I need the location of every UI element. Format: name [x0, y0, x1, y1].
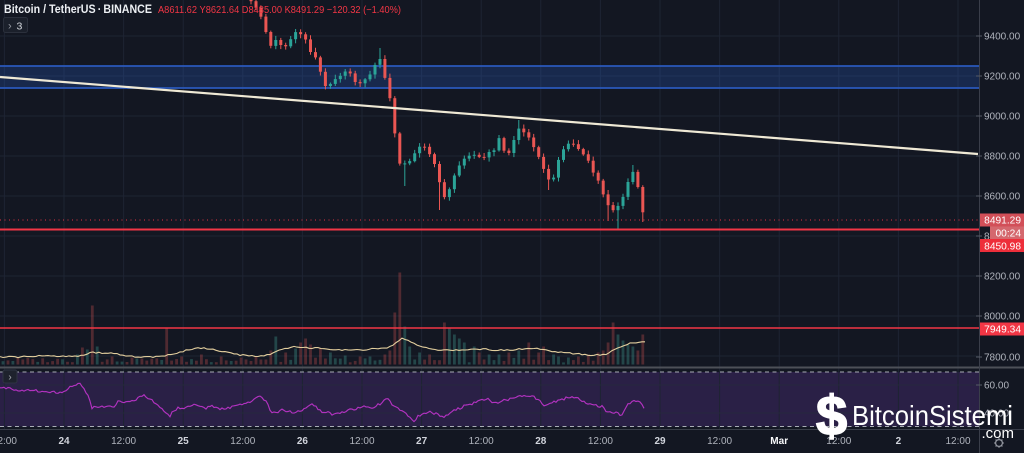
svg-text:Bitcoin / TetherUS · BINANCE: Bitcoin / TetherUS · BINANCE [4, 4, 152, 16]
svg-text:8450.98: 8450.98 [984, 241, 1021, 252]
svg-text:9000.00: 9000.00 [984, 112, 1021, 123]
svg-text:Mar: Mar [770, 436, 788, 447]
svg-text:29: 29 [654, 436, 666, 447]
svg-text:12:00: 12:00 [349, 436, 374, 447]
svg-text:8600.00: 8600.00 [984, 192, 1021, 203]
svg-text:7949.34: 7949.34 [984, 325, 1021, 336]
svg-text:25: 25 [178, 436, 190, 447]
svg-text:8491.29: 8491.29 [984, 216, 1021, 227]
svg-text:26: 26 [297, 436, 309, 447]
svg-text:.com: .com [981, 425, 1014, 442]
svg-text:12:00: 12:00 [945, 436, 970, 447]
svg-text:7800.00: 7800.00 [984, 353, 1021, 364]
svg-text:BitcoinSistemi: BitcoinSistemi [852, 400, 1013, 431]
svg-text:12:00: 12:00 [230, 436, 255, 447]
svg-text:12:00: 12:00 [588, 436, 613, 447]
svg-text:9200.00: 9200.00 [984, 72, 1021, 83]
svg-text:12:00: 12:00 [707, 436, 732, 447]
svg-text:27: 27 [416, 436, 428, 447]
svg-text:40.00: 40.00 [984, 409, 1009, 420]
svg-text:28: 28 [535, 436, 547, 447]
svg-text:8800.00: 8800.00 [984, 152, 1021, 163]
svg-text:60.00: 60.00 [984, 381, 1009, 392]
svg-text:24: 24 [58, 436, 70, 447]
svg-text:›: › [8, 21, 12, 33]
svg-text:›: › [8, 372, 11, 383]
svg-text:8200.00: 8200.00 [984, 272, 1021, 283]
svg-text:12:00: 12:00 [826, 436, 851, 447]
svg-text:A8611.62 Y8621.64 D8485.00 K84: A8611.62 Y8621.64 D8485.00 K8491.29 −120… [158, 5, 401, 16]
svg-text:12:00: 12:00 [0, 436, 17, 447]
svg-text:12:00: 12:00 [469, 436, 494, 447]
svg-text:9400.00: 9400.00 [984, 32, 1021, 43]
svg-text:12:00: 12:00 [111, 436, 136, 447]
svg-text:$: $ [816, 384, 847, 447]
svg-text:3: 3 [17, 21, 23, 33]
svg-text:2: 2 [896, 436, 902, 447]
svg-text:00:24: 00:24 [996, 229, 1022, 240]
svg-text:8000.00: 8000.00 [984, 312, 1021, 323]
